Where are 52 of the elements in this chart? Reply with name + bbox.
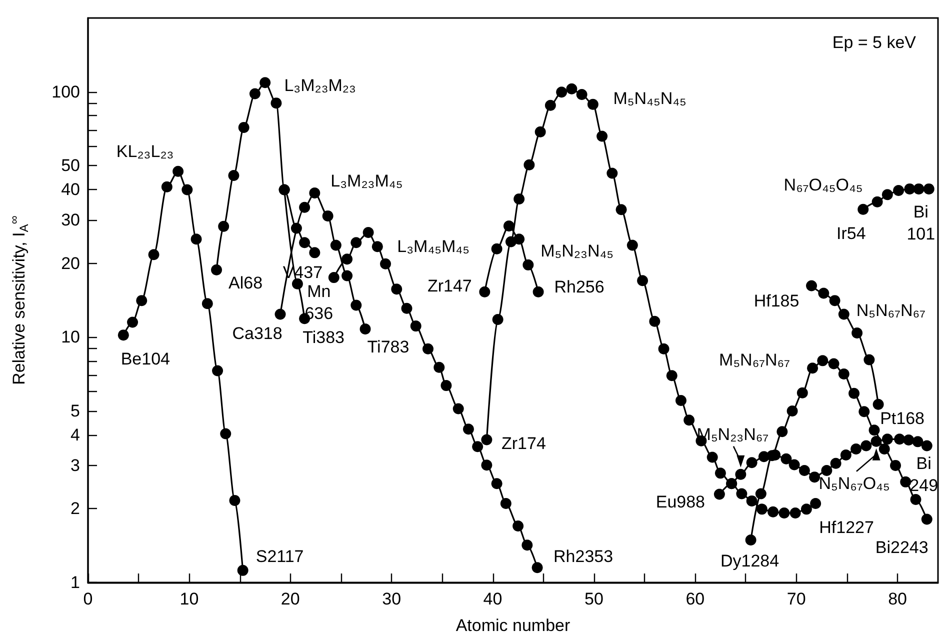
x-tick-label: 50 xyxy=(584,590,604,608)
y-axis-title: Relative sensitivity, IA∞ xyxy=(7,215,31,385)
y-tick-label: 50 xyxy=(61,156,80,176)
annotation: Ir54 xyxy=(836,224,866,243)
annotation: L₃M₄₅M₄₅ xyxy=(397,237,470,256)
x-axis-title: Atomic number xyxy=(456,616,570,635)
x-tick-label: 30 xyxy=(382,590,402,608)
y-tick-label: 4 xyxy=(70,425,80,444)
annotation: M₅N₄₅N₄₅ xyxy=(613,89,686,108)
annotation: M₅N₆₇N₆₇ xyxy=(719,350,790,370)
x-tick-label: 70 xyxy=(786,590,806,608)
annotation: Zr147 xyxy=(427,276,472,296)
annotation: Hf1227 xyxy=(819,518,874,537)
annotation: L₃M₂₃M₄₅ xyxy=(330,171,403,190)
y-tick-label: 5 xyxy=(70,402,80,421)
y-tick-label: 30 xyxy=(61,210,80,230)
annotation: L₃M₂₃M₂₃ xyxy=(284,76,356,96)
annotation: Rh256 xyxy=(554,277,604,296)
annotation: N₆₇O₄₅O₄₅ xyxy=(784,175,863,194)
annotation: Ti783 xyxy=(367,337,410,356)
annotation: Bi 249 xyxy=(910,454,938,496)
y-tick-label: 3 xyxy=(70,456,80,475)
annotation: KL₂₃L₂₃ xyxy=(116,142,174,161)
x-tick-label: 40 xyxy=(483,590,502,608)
annotation: Hf185 xyxy=(754,291,800,310)
y-tick-label: 1 xyxy=(70,573,80,592)
x-tick-label: 60 xyxy=(686,590,705,608)
annotation: Bi2243 xyxy=(875,538,928,557)
annotation: Ca318 xyxy=(232,324,282,343)
x-tick-label: 20 xyxy=(280,590,300,608)
y-tick-label: 20 xyxy=(61,254,80,273)
annotation: Rh2353 xyxy=(554,547,614,566)
annotation: M₅N₂₃N₄₅ xyxy=(540,242,614,261)
annotation: N₅N₆₇N₆₇ xyxy=(856,300,926,320)
x-tick-label: 0 xyxy=(83,590,93,608)
y-tick-label: 40 xyxy=(61,180,80,199)
y-tick-label: 2 xyxy=(70,499,80,518)
annotation: Eu988 xyxy=(656,492,706,512)
annotation: S2117 xyxy=(256,546,304,566)
annotation: Ti383 xyxy=(302,328,344,348)
annotation: Be104 xyxy=(120,350,170,369)
x-tick-label: 80 xyxy=(888,590,907,608)
annotation: Al68 xyxy=(228,273,263,292)
annotation: N₅N₆₇O₄₅ xyxy=(818,474,890,493)
y-tick-label: 10 xyxy=(61,328,80,347)
x-tick-label: 10 xyxy=(180,590,199,608)
annotation: Pt168 xyxy=(880,408,925,428)
annotation: Ep = 5 keV xyxy=(832,33,917,52)
annotation: Bi 101 xyxy=(906,202,936,244)
annotation: Dy1284 xyxy=(720,552,780,571)
y-tick-label: 100 xyxy=(52,82,80,102)
annotation: Zr174 xyxy=(501,434,546,454)
